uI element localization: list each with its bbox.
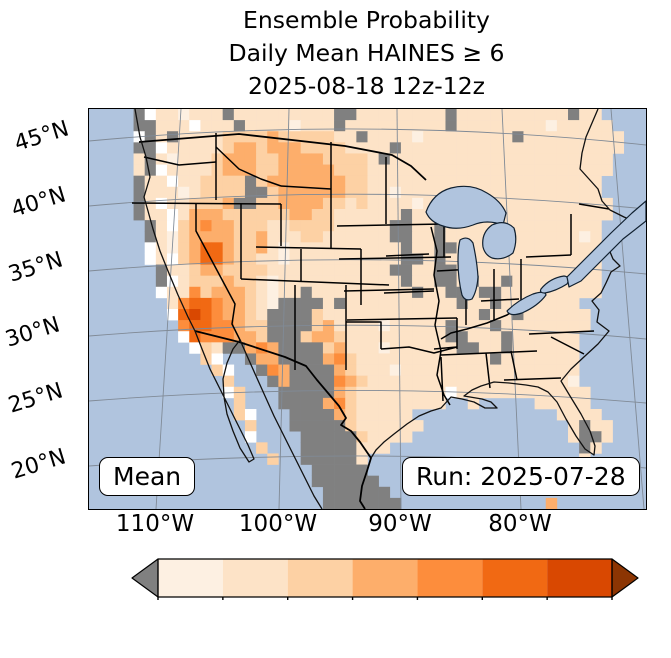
graticule-line (396, 109, 402, 509)
coastline (134, 109, 323, 509)
great-lake (566, 200, 646, 288)
state-border (433, 346, 458, 350)
map-canvas (89, 109, 646, 509)
great-lake (506, 291, 547, 316)
colorbar-segment (547, 559, 612, 597)
figure-title: Ensemble Probability Daily Mean HAINES ≥… (88, 4, 645, 103)
lat-tick-label: 20°N (8, 444, 69, 485)
probability-cells (133, 109, 625, 509)
mean-label: Mean (113, 462, 182, 491)
title-line-1: Ensemble Probability (243, 6, 490, 34)
run-annotation-box: Run: 2025-07-28 (402, 457, 640, 496)
state-border (485, 352, 491, 389)
probability-map (88, 108, 647, 510)
colorbar-segment (352, 559, 418, 597)
great-lake (457, 237, 479, 301)
run-label: Run: 2025-07-28 (416, 462, 626, 491)
state-border (503, 377, 562, 381)
state-border (215, 146, 282, 187)
lat-tick-label: 45°N (11, 116, 72, 157)
state-border (440, 356, 444, 402)
lon-tick-label: 90°W (368, 511, 432, 537)
graticule-line (89, 390, 646, 404)
state-border (550, 336, 585, 355)
state-border (131, 202, 282, 205)
state-border (346, 317, 458, 321)
country-border (194, 330, 372, 509)
state-border (240, 278, 390, 286)
colorbar-segment (158, 559, 223, 597)
graticule-line (278, 109, 290, 509)
state-border (143, 156, 217, 166)
state-border (525, 254, 572, 258)
state-border (385, 253, 430, 257)
mean-annotation-box: Mean (99, 457, 196, 496)
state-border (346, 321, 382, 349)
state-border (430, 226, 451, 406)
colorbar-segment (222, 559, 288, 597)
state-border (280, 185, 332, 190)
colorbar-canvas (131, 558, 639, 603)
colorbar-segment (482, 559, 548, 597)
lat-tick-label: 25°N (5, 378, 66, 419)
colorbar: 0.10.20.50.60.70.80.91.0 HAINES Daily Me… (0, 548, 671, 658)
country-border (138, 133, 427, 181)
state-border (383, 290, 435, 294)
lon-tick-label: 110°W (115, 511, 195, 537)
great-lake (482, 222, 517, 260)
state-border (338, 256, 452, 260)
colorbar-segment (287, 559, 353, 597)
state-border (195, 204, 242, 343)
state-border (578, 203, 610, 210)
title-line-2: Daily Mean HAINES ≥ 6 (228, 39, 505, 67)
state-border (510, 350, 518, 381)
graticule-line (89, 128, 646, 146)
title-line-3: 2025-08-18 12z-12z (248, 72, 485, 100)
lon-tick-label: 100°W (238, 511, 318, 537)
state-border (255, 246, 362, 250)
lat-tick-label: 40°N (8, 182, 69, 223)
graticule-line (155, 109, 182, 509)
state-border (440, 350, 538, 356)
colorbar-segment (417, 559, 483, 597)
lon-tick-label: 80°W (488, 511, 552, 537)
state-border (528, 330, 595, 335)
lat-tick-label: 35°N (5, 247, 66, 288)
great-lake (539, 275, 570, 294)
colorbar-over-arrow (611, 558, 639, 598)
state-border (380, 346, 458, 354)
state-border (480, 298, 520, 302)
state-border (343, 288, 435, 292)
great-lake (425, 185, 507, 229)
graticule-line (610, 109, 645, 509)
lat-tick-label: 30°N (2, 312, 63, 353)
colorbar-under-arrow (131, 558, 159, 598)
graticule-line (89, 193, 646, 210)
state-border (336, 223, 445, 227)
